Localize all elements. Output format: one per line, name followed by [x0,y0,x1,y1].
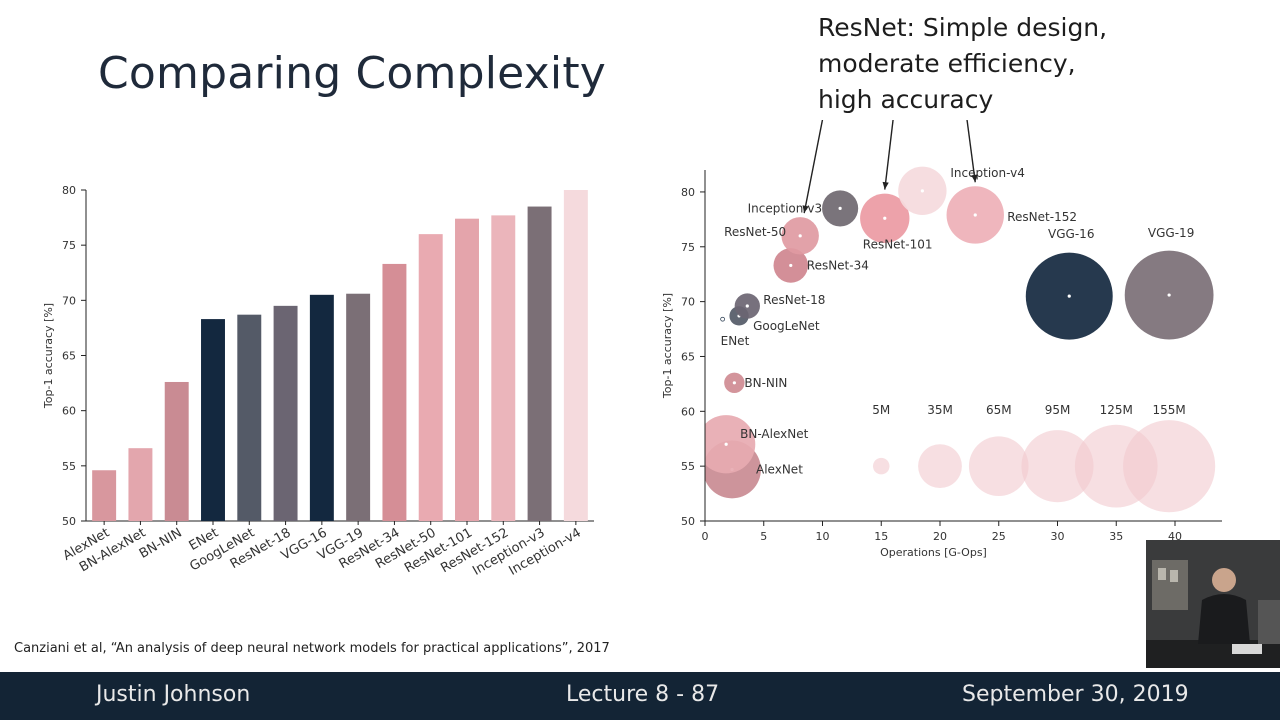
bubble-label: ResNet-50 [724,225,786,239]
bubble-label: ResNet-34 [807,258,869,272]
bubble-x-tick-label: 40 [1168,530,1182,543]
annotation-arrow-line [803,120,824,214]
bar-y-tick-label: 70 [62,294,76,307]
size-legend-bubble [1021,430,1094,503]
bar-y-axis-label: Top-1 accuracy [%] [42,303,55,409]
bubble-center [838,206,842,210]
bar-y-tick-label: 60 [62,405,76,418]
note-line-2: moderate efficiency, [818,49,1076,78]
bubble-y-tick-label: 65 [681,350,695,363]
bubble-center [798,234,802,238]
bar [563,190,588,521]
bubble-center [920,189,924,193]
bar [128,448,153,521]
bar-y-tick-label: 80 [62,184,76,197]
bubble-label: Inception-v3 [748,201,822,215]
bubble-center [1067,294,1071,298]
footer-date: September 30, 2019 [962,682,1189,707]
bubble-label: ResNet-152 [1007,210,1077,224]
annotation-arrow-line [884,120,894,190]
bar [491,215,516,522]
bubble-label: BN-AlexNet [740,427,808,441]
bar [382,263,407,521]
footer-bar: Justin Johnson Lecture 8 - 87 September … [0,672,1280,720]
size-legend-label: 155M [1152,403,1185,417]
size-legend-label: 95M [1045,403,1071,417]
bubble-x-tick-label: 35 [1109,530,1123,543]
slide-title: Comparing Complexity [98,48,607,99]
bubble-y-tick-label: 50 [681,515,695,528]
bubble-x-tick-label: 0 [702,530,709,543]
bubble-y-tick-label: 70 [681,296,695,309]
bubble-center [973,213,977,217]
bubble-center [1167,293,1171,297]
bubble-center [721,317,725,321]
bar-y-tick-label: 65 [62,350,76,363]
bubble-x-tick-label: 5 [760,530,767,543]
annotation-arrow-head [802,205,809,214]
bubble-center [724,442,728,446]
citation: Canziani et al, “An analysis of deep neu… [14,641,610,656]
bubble-x-axis-label: Operations [G-Ops] [880,546,987,559]
size-legend-label: 35M [927,403,953,417]
size-legend-bubble [918,444,962,489]
bubble-label: ENet [721,334,750,348]
bar-y-tick-label: 50 [62,515,76,528]
bubble-y-tick-label: 55 [681,460,695,473]
note-line-3: high accuracy [818,85,994,114]
bubble-center [789,263,793,268]
size-legend-label: 5M [872,403,890,417]
annotation-arrow-head [882,181,889,190]
footer-lecture: Lecture 8 - 87 [566,682,720,707]
bar [527,206,552,522]
bar [164,381,189,521]
bar [346,293,371,521]
bubble-x-tick-label: 20 [933,530,947,543]
bar-y-tick-label: 75 [62,239,76,252]
resnet-note: ResNet: Simple design, moderate efficien… [818,10,1107,118]
bar [455,218,479,521]
bubble-label: GoogLeNet [753,319,820,333]
bar [273,305,298,521]
bubble [705,415,756,474]
bubble-y-axis-label: Top-1 accuracy [%] [661,293,674,399]
bubble-label: VGG-16 [1048,227,1094,241]
bubble-plot-area [705,166,1216,513]
bubble-x-tick-label: 30 [1051,530,1065,543]
bubble-center [745,304,749,308]
bubble-label: ResNet-18 [763,293,825,307]
bar [92,470,117,521]
size-legend-bubble [872,457,890,475]
bubble-y-tick-label: 75 [681,241,695,254]
bubble-label: VGG-19 [1148,226,1194,240]
footer-author: Justin Johnson [96,682,251,707]
bubble-label: BN-NIN [744,376,787,390]
bubble-x-tick-label: 10 [816,530,830,543]
bubble-center [732,381,736,385]
bar [237,314,262,521]
bubble-x-tick-label: 15 [874,530,888,543]
bubble-chart: 5M 35M 65M 95M 125M 155M AlexNet BN-AlexNet BN-N… [661,120,1222,559]
webcam-video [1146,540,1280,668]
bubble-y-tick-label: 80 [681,186,695,199]
annotation-arrow-head [971,174,978,183]
annotation-arrow-line [966,120,976,183]
size-legend-bubble [968,436,1029,496]
bubble-label: Inception-v4 [950,166,1024,180]
size-legend-label: 65M [986,403,1012,417]
bar-y-tick-label: 55 [62,460,76,473]
bubble-center [883,216,887,220]
size-legend-label: 125M [1100,403,1133,417]
size-legend-bubble [1123,420,1216,513]
bubble-label: AlexNet [756,462,803,476]
bar [309,294,334,521]
bar [201,319,225,521]
bubble-x-tick-label: 25 [992,530,1006,543]
note-line-1: ResNet: Simple design, [818,13,1108,42]
bar [418,234,443,521]
bubble-y-tick-label: 60 [681,405,695,418]
bubble-label: ResNet-101 [863,237,933,251]
webcam-figure [1146,540,1280,668]
